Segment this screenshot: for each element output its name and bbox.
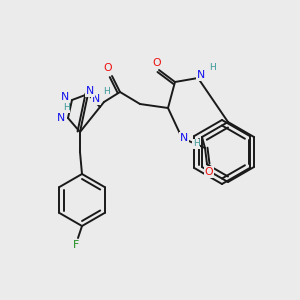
Text: F: F — [73, 240, 79, 250]
Text: O: O — [205, 167, 213, 177]
Text: H: H — [208, 64, 215, 73]
Text: N: N — [86, 86, 94, 96]
Text: O: O — [153, 58, 161, 68]
Text: H: H — [63, 103, 69, 112]
Text: N: N — [57, 113, 65, 123]
Text: O: O — [104, 63, 112, 73]
Text: N: N — [197, 70, 205, 80]
Text: H: H — [193, 140, 200, 148]
Text: N: N — [180, 133, 188, 143]
Text: N: N — [61, 92, 69, 102]
Text: N: N — [92, 94, 100, 104]
Text: H: H — [103, 86, 110, 95]
